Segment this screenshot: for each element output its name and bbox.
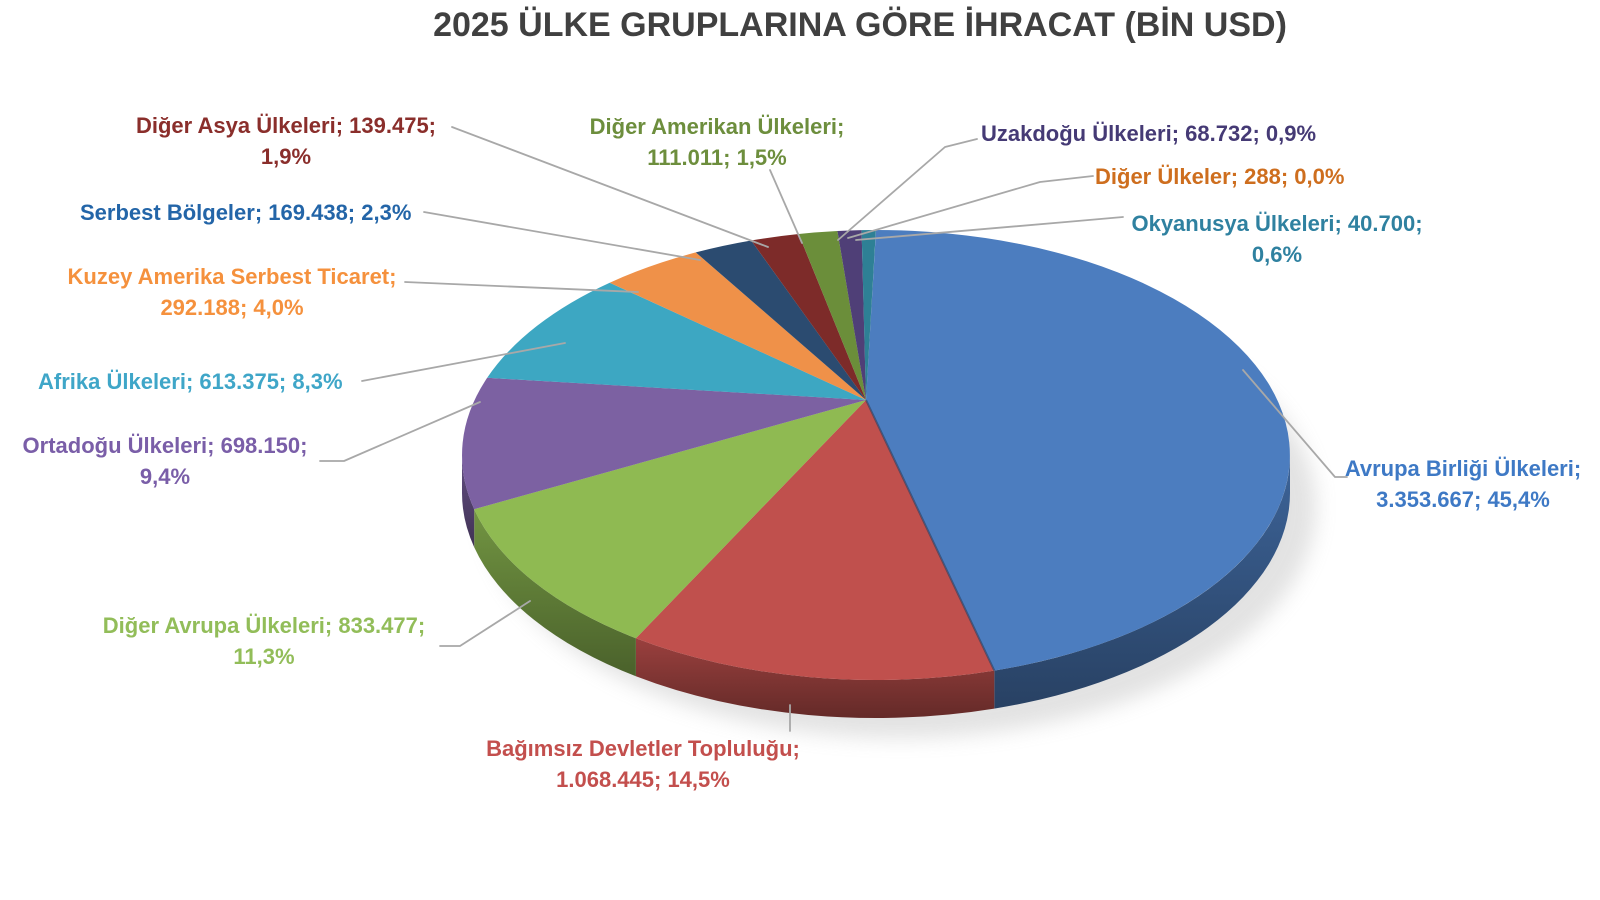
slice-label-diger-amerikan-ulkeleri: Diğer Amerikan Ülkeleri; 111.011; 1,5% <box>589 114 845 170</box>
leader-line-diger-avrupa-ulkeleri <box>439 600 531 647</box>
slice-label-afrika-ulkeleri: Afrika Ülkeleri; 613.375; 8,3% <box>38 369 343 394</box>
leader-line-uzakdogu-ulkeleri <box>837 138 978 241</box>
pie-slice-afrika-ulkeleri <box>487 282 866 400</box>
leader-line-diger-amerikan-ulkeleri <box>769 169 803 244</box>
slice-label-uzakdogu-ulkeleri: Uzakdoğu Ülkeleri; 68.732; 0,9% <box>981 121 1317 146</box>
slice-label-bagimsiz-devletler-toplulugu: Bağımsız Devletler Topluluğu; 1.068.445;… <box>486 736 800 792</box>
slice-label-diger-ulkeler: Diğer Ülkeler; 288; 0,0% <box>1095 164 1345 189</box>
slice-crease <box>865 399 996 672</box>
leader-line-diger-asya-ulkeleri <box>451 126 769 248</box>
slice-label-diger-avrupa-ulkeleri: Diğer Avrupa Ülkeleri; 833.477; 11,3% <box>102 613 426 669</box>
leader-line-avrupa-birligi-ulkeleri <box>1242 369 1348 478</box>
leader-line-afrika-ulkeleri <box>361 342 566 382</box>
pie-slice-serbest-bolgeler <box>695 240 866 400</box>
chart-title: 2025 ÜLKE GRUPLARINA GÖRE İHRACAT (BİN U… <box>433 6 1287 44</box>
slice-label-diger-asya-ulkeleri: Diğer Asya Ülkeleri; 139.475; 1,9% <box>135 113 437 169</box>
leader-line-kuzey-amerika-serbest-ticaret <box>404 281 639 293</box>
pie-slice-bagimsiz-devletler-toplulugu <box>635 400 995 680</box>
pie-slice-uzakdogu-ulkeleri <box>837 230 866 400</box>
pie-slice-kuzey-amerika-serbest-ticaret <box>609 252 866 400</box>
pie-slice-diger-avrupa-ulkeleri <box>474 400 866 639</box>
leader-line-diger-ulkeler <box>847 175 1094 239</box>
leader-line-serbest-bolgeler <box>423 211 701 261</box>
slice-label-ortadogu-ulkeleri: Ortadoğu Ülkeleri; 698.150; 9,4% <box>22 433 308 489</box>
slice-label-kuzey-amerika-serbest-ticaret: Kuzey Amerika Serbest Ticaret; 292.188; … <box>67 264 397 320</box>
pie-slice-wall-ortadogu-ulkeleri <box>462 455 475 548</box>
pie-slice-okyanusya-ulkeleri <box>861 229 876 400</box>
pie-slice-diger-asya-ulkeleri <box>751 234 866 400</box>
slice-label-okyanusya-ulkeleri: Okyanusya Ülkeleri; 40.700; 0,6% <box>1131 211 1423 267</box>
leader-line-ortadogu-ulkeleri <box>319 401 481 462</box>
leader-line-okyanusya-ulkeleri <box>855 216 1124 241</box>
slice-label-serbest-bolgeler: Serbest Bölgeler; 169.438; 2,3% <box>80 200 412 225</box>
pie-slice-ortadogu-ulkeleri <box>462 377 866 510</box>
pie-slice-avrupa-birligi-ulkeleri <box>866 230 1290 671</box>
slice-label-avrupa-birligi-ulkeleri: Avrupa Birliği Ülkeleri; 3.353.667; 45,4… <box>1344 456 1582 512</box>
pie-slice-wall-diger-avrupa-ulkeleri <box>474 509 636 677</box>
pie-slice-wall-avrupa-birligi-ulkeleri <box>994 455 1290 709</box>
pie-slice-wall-bagimsiz-devletler-toplulugu <box>635 638 995 718</box>
pie-slice-diger-amerikan-ulkeleri <box>798 231 866 400</box>
